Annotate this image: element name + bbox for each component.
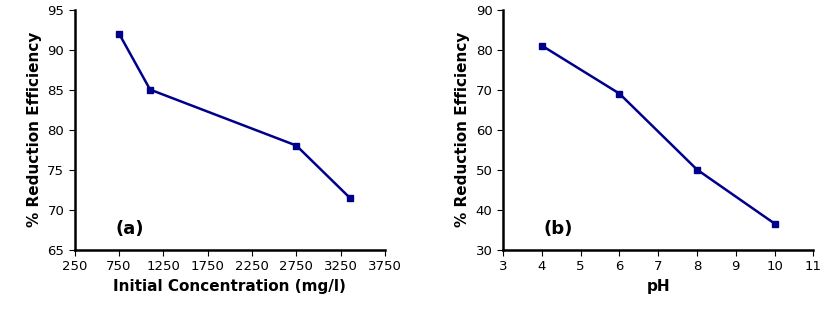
Y-axis label: % Reduction Efficiency: % Reduction Efficiency (27, 32, 42, 227)
Text: (a): (a) (115, 220, 144, 237)
Y-axis label: % Reduction Efficiency: % Reduction Efficiency (455, 32, 470, 227)
Text: (b): (b) (544, 220, 573, 237)
X-axis label: Initial Concentration (mg/l): Initial Concentration (mg/l) (114, 279, 346, 293)
X-axis label: pH: pH (647, 279, 670, 293)
